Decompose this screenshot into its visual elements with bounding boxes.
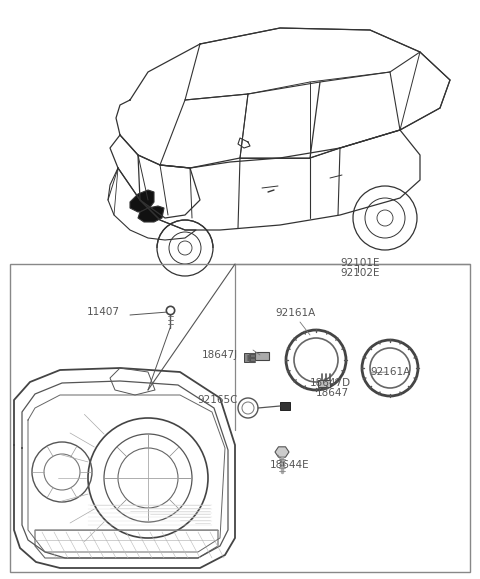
Polygon shape bbox=[138, 206, 164, 222]
Polygon shape bbox=[130, 190, 154, 212]
Bar bbox=[255, 352, 269, 360]
Bar bbox=[280, 402, 290, 410]
Text: 18647D: 18647D bbox=[310, 378, 351, 388]
Bar bbox=[318, 380, 330, 387]
Text: 18647: 18647 bbox=[316, 388, 349, 398]
Text: 11407: 11407 bbox=[87, 307, 120, 317]
Text: 92102E: 92102E bbox=[340, 268, 380, 278]
Text: 92101E: 92101E bbox=[340, 258, 380, 268]
Text: 18644E: 18644E bbox=[270, 460, 310, 470]
Polygon shape bbox=[275, 447, 289, 457]
Text: 92161A: 92161A bbox=[275, 308, 315, 318]
Text: 18647J: 18647J bbox=[202, 350, 238, 360]
Text: 92165C: 92165C bbox=[197, 395, 238, 405]
Bar bbox=[244, 353, 250, 362]
Text: 92161A: 92161A bbox=[370, 367, 410, 377]
Bar bbox=[10, 264, 470, 572]
